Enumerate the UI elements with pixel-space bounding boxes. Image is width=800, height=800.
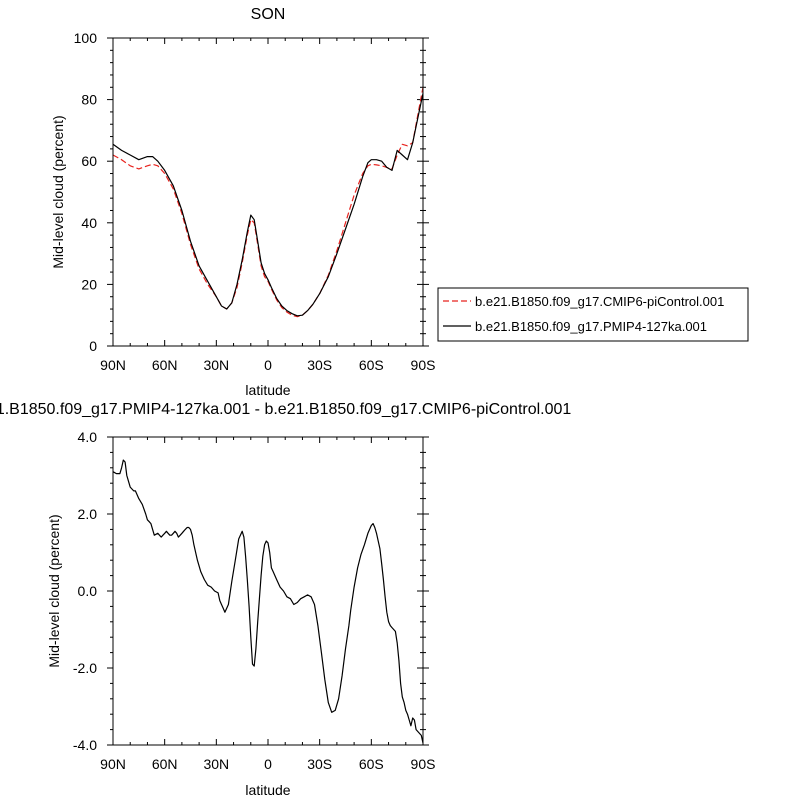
- bottom-x-tick-label: 30N: [203, 756, 229, 772]
- top-y-tick-label: 0: [89, 338, 97, 354]
- legend-box: [437, 287, 749, 342]
- top-y-tick-label: 20: [81, 276, 97, 292]
- bottom-x-tick-label: 90N: [100, 756, 126, 772]
- top-y-axis-label: Mid-level cloud (percent): [50, 115, 66, 268]
- bottom-chart-title: b.e21.B1850.f09_g17.PMIP4-127ka.001 - b.…: [0, 401, 571, 418]
- top-series-line-1: [112, 93, 424, 317]
- bottom-x-tick-label: 30S: [307, 756, 332, 772]
- bottom-y-tick-label: -2.0: [73, 660, 97, 676]
- top-y-tick-label: 40: [81, 215, 97, 231]
- bottom-x-axis-label: latitude: [245, 782, 290, 798]
- legend-label-picontrol: b.e21.B1850.f09_g17.CMIP6-piControl.001: [475, 294, 724, 309]
- top-x-tick-label: 30N: [203, 357, 229, 373]
- top-panel: SON 90N 60N 30N 0 30S 60S 90S 0 20 40 60 80 100 lati…: [50, 6, 435, 398]
- bottom-y-tick-label: 0.0: [78, 583, 98, 599]
- bottom-y-tick-label: 4.0: [78, 429, 98, 445]
- top-x-tick-label: 30S: [307, 357, 332, 373]
- bottom-y-tick-label: 2.0: [78, 506, 98, 522]
- top-ticks: [107, 37, 429, 347]
- bottom-series-group: [112, 459, 424, 744]
- bottom-panel: b.e21.B1850.f09_g17.PMIP4-127ka.001 - b.…: [0, 401, 571, 798]
- bottom-tick-labels: 90N 60N 30N 0 30S 60S 90S -4.0 -2.0 0.0 2.0 4.0: [73, 429, 436, 772]
- bottom-plot-frame: [112, 436, 424, 746]
- bottom-x-tick-label: 60S: [359, 756, 384, 772]
- top-plot-frame: [112, 37, 424, 347]
- top-x-tick-label: 90S: [411, 357, 436, 373]
- top-y-tick-label: 100: [74, 30, 98, 46]
- top-x-tick-label: 60N: [152, 357, 178, 373]
- top-y-tick-label: 80: [81, 92, 97, 108]
- bottom-ticks: [107, 436, 429, 746]
- top-y-tick-label: 60: [81, 153, 97, 169]
- legend-label-pmip4: b.e21.B1850.f09_g17.PMIP4-127ka.001: [475, 319, 707, 334]
- top-series-line-0: [112, 87, 424, 318]
- bottom-x-tick-label: 60N: [152, 756, 178, 772]
- top-chart-title: SON: [251, 6, 286, 23]
- top-tick-labels: 90N 60N 30N 0 30S 60S 90S 0 20 40 60 80 100: [74, 30, 436, 373]
- top-x-tick-label: 90N: [100, 357, 126, 373]
- bottom-y-axis-label: Mid-level cloud (percent): [46, 514, 62, 667]
- top-x-tick-label: 60S: [359, 357, 384, 373]
- top-series-group: [112, 87, 424, 318]
- bottom-x-tick-label: 0: [264, 756, 272, 772]
- top-x-axis-label: latitude: [245, 382, 290, 398]
- bottom-series-line-0: [112, 459, 424, 744]
- top-x-tick-label: 0: [264, 357, 272, 373]
- bottom-x-tick-label: 90S: [411, 756, 436, 772]
- legend: b.e21.B1850.f09_g17.CMIP6-piControl.001 …: [437, 287, 749, 342]
- bottom-y-tick-label: -4.0: [73, 737, 97, 753]
